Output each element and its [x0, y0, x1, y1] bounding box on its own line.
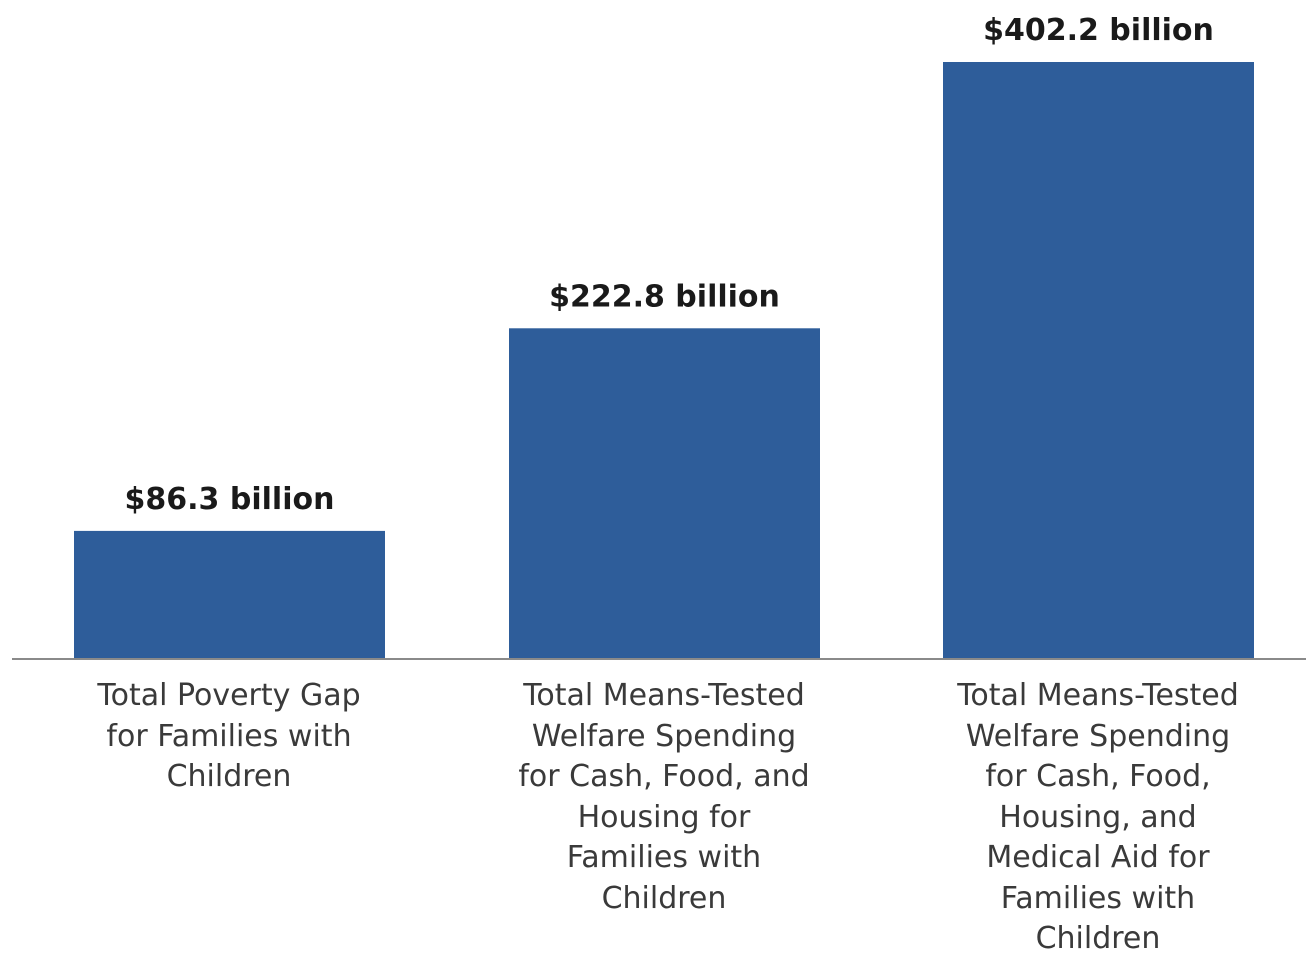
bar-2 — [509, 328, 820, 659]
data-label-1: $86.3 billion — [125, 482, 335, 517]
bars-group — [74, 62, 1254, 659]
category-label-cash-food-housing-medical: Total Means-Tested Welfare Spending for … — [957, 678, 1239, 956]
data-label-3: $402.2 billion — [983, 13, 1214, 48]
bar-1 — [74, 530, 385, 659]
data-labels-group: $86.3 billion $222.8 billion $402.2 billio… — [125, 13, 1214, 517]
data-label-2: $222.8 billion — [549, 279, 780, 314]
category-label-cash-food-housing: Total Means-Tested Welfare Spending for … — [518, 678, 810, 916]
category-label-poverty-gap: Total Poverty Gap for Families with Chil… — [97, 678, 361, 794]
bar-3 — [943, 62, 1254, 659]
